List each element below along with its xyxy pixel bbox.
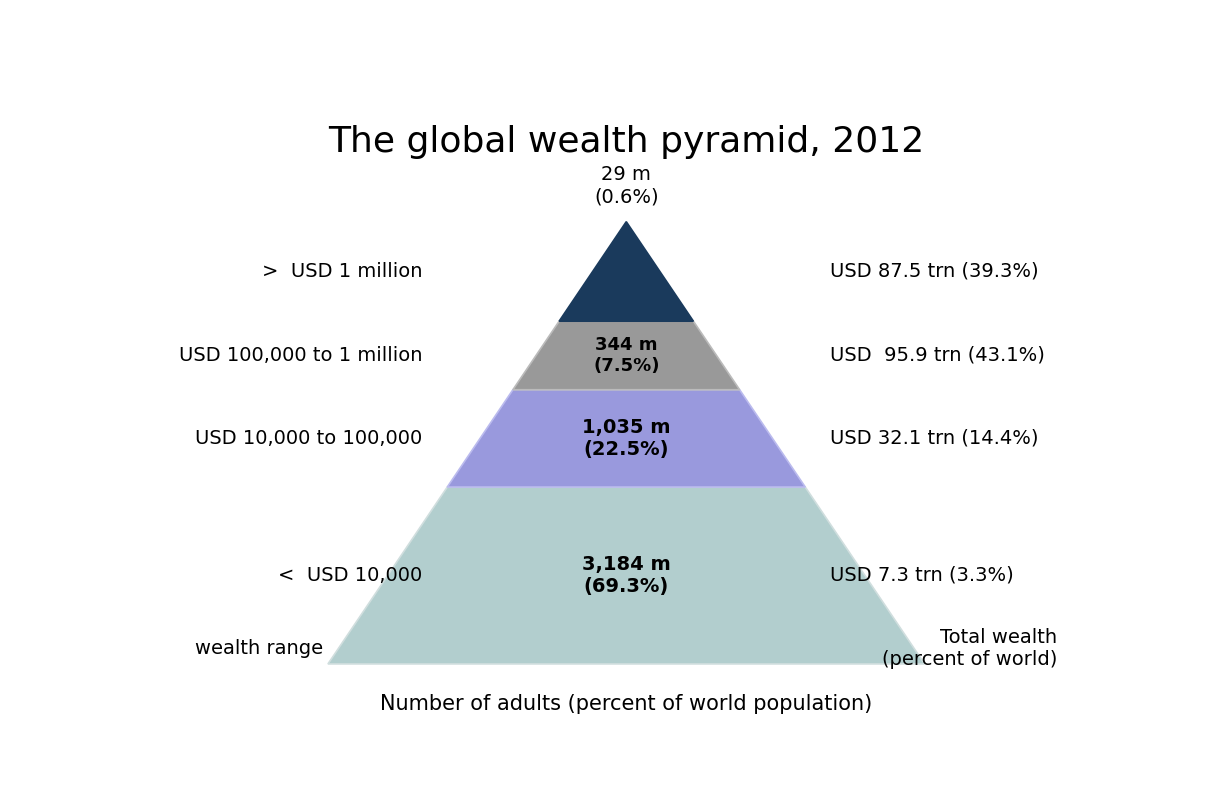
Text: USD 10,000 to 100,000: USD 10,000 to 100,000 bbox=[196, 429, 423, 448]
Polygon shape bbox=[513, 321, 739, 390]
Text: >  USD 1 million: > USD 1 million bbox=[263, 262, 423, 281]
Text: USD  95.9 trn (43.1%): USD 95.9 trn (43.1%) bbox=[830, 346, 1045, 365]
Text: USD 100,000 to 1 million: USD 100,000 to 1 million bbox=[180, 346, 423, 365]
Polygon shape bbox=[560, 222, 693, 321]
Text: 29 m
(0.6%): 29 m (0.6%) bbox=[594, 165, 659, 206]
Text: 344 m
(7.5%): 344 m (7.5%) bbox=[593, 336, 660, 375]
Text: USD 7.3 trn (3.3%): USD 7.3 trn (3.3%) bbox=[830, 566, 1013, 585]
Text: <  USD 10,000: < USD 10,000 bbox=[279, 566, 423, 585]
Polygon shape bbox=[447, 390, 805, 487]
Text: 3,184 m
(69.3%): 3,184 m (69.3%) bbox=[582, 555, 671, 596]
Text: USD 87.5 trn (39.3%): USD 87.5 trn (39.3%) bbox=[830, 262, 1039, 281]
Text: wealth range: wealth range bbox=[196, 639, 324, 658]
Text: 1,035 m
(22.5%): 1,035 m (22.5%) bbox=[582, 418, 671, 459]
Text: Total wealth
(percent of world): Total wealth (percent of world) bbox=[882, 628, 1057, 669]
Text: USD 32.1 trn (14.4%): USD 32.1 trn (14.4%) bbox=[830, 429, 1039, 448]
Text: The global wealth pyramid, 2012: The global wealth pyramid, 2012 bbox=[329, 125, 924, 159]
Text: Number of adults (percent of world population): Number of adults (percent of world popul… bbox=[380, 694, 873, 714]
Polygon shape bbox=[327, 487, 925, 664]
